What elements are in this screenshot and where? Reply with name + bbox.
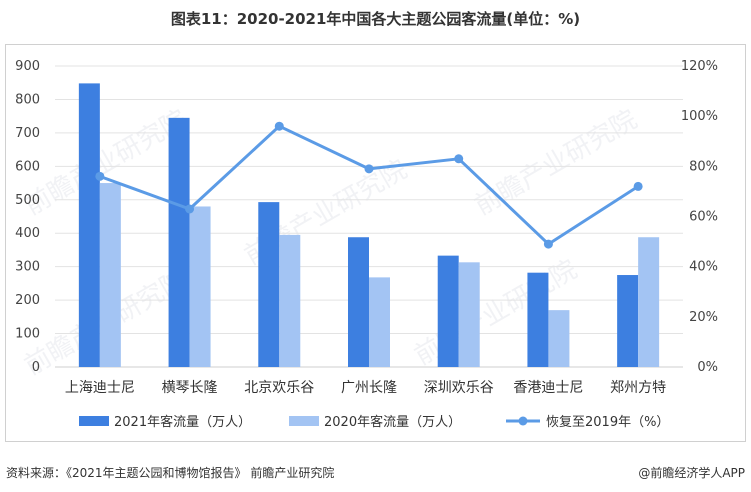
bar-2020 bbox=[369, 277, 390, 367]
legend-swatch-2021 bbox=[79, 416, 109, 426]
y-left-tick: 500 bbox=[15, 193, 40, 208]
y-right-tick: 100% bbox=[681, 109, 718, 124]
y-left-tick: 300 bbox=[15, 260, 40, 275]
legend-label-2020: 2020年客流量（万人） bbox=[324, 414, 461, 430]
y-left-tick: 600 bbox=[15, 159, 40, 174]
x-category-label: 北京欢乐谷 bbox=[244, 380, 314, 396]
recovery-point bbox=[633, 181, 643, 191]
y-left-tick: 800 bbox=[15, 92, 40, 107]
y-right-tick: 0% bbox=[697, 360, 718, 375]
y-left-tick: 0 bbox=[32, 360, 40, 375]
chart-frame bbox=[5, 44, 746, 442]
y-right-tick: 20% bbox=[689, 310, 718, 325]
watermark-text: 前瞻产业研究院 bbox=[470, 105, 643, 222]
y-left-tick: 900 bbox=[15, 59, 40, 74]
x-category-label: 横琴长隆 bbox=[162, 380, 218, 396]
source-note: 资料来源：《2021年主题公园和博物馆报告》 前瞻产业研究院 bbox=[6, 466, 335, 480]
bar-2020 bbox=[189, 206, 211, 367]
bar-2020 bbox=[279, 234, 301, 367]
y-right-tick: 120% bbox=[681, 59, 718, 74]
y-left-tick: 100 bbox=[15, 327, 40, 342]
legend-label-recovery: 恢复至2019年（%） bbox=[546, 415, 669, 430]
legend-swatch-2020 bbox=[289, 416, 319, 426]
x-category-label: 郑州方特 bbox=[610, 380, 666, 396]
y-right-tick: 40% bbox=[689, 260, 718, 275]
bar-2021 bbox=[78, 83, 100, 367]
recovery-point bbox=[454, 154, 464, 164]
legend-label-2021: 2021年客流量（万人） bbox=[114, 414, 251, 430]
bar-2021 bbox=[168, 117, 190, 367]
x-category-label: 广州长隆 bbox=[341, 380, 397, 396]
bar-2021 bbox=[258, 202, 280, 367]
recovery-point bbox=[274, 121, 284, 131]
y-left-tick: 700 bbox=[15, 126, 40, 141]
x-category-label: 上海迪士尼 bbox=[65, 380, 135, 396]
bar-2021 bbox=[437, 255, 459, 367]
recovery-point bbox=[95, 171, 105, 181]
brand-credit: @前瞻经济学人APP bbox=[638, 466, 745, 480]
y-right-tick: 60% bbox=[689, 210, 718, 225]
bar-2021 bbox=[527, 272, 549, 367]
bar-2020 bbox=[458, 262, 480, 367]
y-right-tick: 80% bbox=[689, 159, 718, 174]
chart-title: 图表11：2020-2021年中国各大主题公园客流量(单位：%) bbox=[170, 10, 581, 28]
bar-2020 bbox=[99, 183, 121, 367]
recovery-point bbox=[185, 204, 195, 214]
bar-2021 bbox=[348, 237, 369, 367]
legend-marker-recovery bbox=[518, 416, 528, 426]
bar-2020 bbox=[548, 310, 570, 367]
x-category-label: 深圳欢乐谷 bbox=[424, 380, 494, 396]
recovery-point bbox=[364, 164, 374, 174]
y-left-tick: 400 bbox=[15, 226, 40, 241]
recovery-point bbox=[543, 239, 553, 249]
y-left-tick: 200 bbox=[15, 293, 40, 308]
bar-2020 bbox=[638, 237, 660, 367]
bar-2021 bbox=[617, 275, 639, 367]
x-category-label: 香港迪士尼 bbox=[513, 380, 583, 396]
